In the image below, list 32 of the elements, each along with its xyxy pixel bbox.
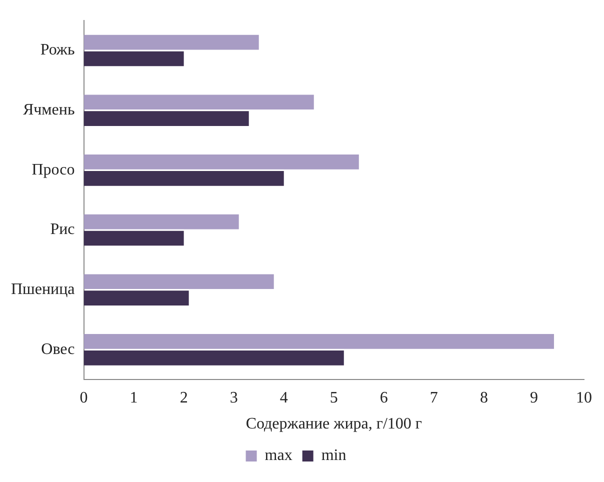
- x-tick-label: 8: [480, 389, 488, 406]
- y-tick-label: Рожь: [40, 42, 75, 59]
- x-tick-label: 4: [280, 389, 288, 406]
- x-tick-label: 9: [530, 389, 538, 406]
- bar: [84, 34, 259, 50]
- y-tick-label: Ячмень: [22, 102, 75, 119]
- x-tick-label: 0: [80, 389, 88, 406]
- y-tick-label: Овес: [41, 340, 75, 358]
- bar: [84, 334, 554, 349]
- x-axis-title: Содержание жира, г/100 г: [246, 416, 422, 433]
- bar: [84, 290, 189, 306]
- bar: [84, 154, 359, 170]
- bar: [84, 94, 314, 110]
- y-tick-label: Пшеница: [11, 281, 75, 298]
- bar: [84, 171, 284, 186]
- x-tick-label: 6: [380, 389, 388, 406]
- x-tick-label: 3: [230, 389, 238, 406]
- bar: [84, 230, 184, 246]
- x-tick-label: 10: [576, 389, 592, 406]
- legend-label: min: [321, 447, 346, 464]
- bar: [84, 111, 249, 126]
- x-tick-label: 5: [330, 389, 338, 406]
- y-tick-label: Рис: [50, 221, 75, 238]
- bar: [84, 51, 184, 66]
- bar: [84, 214, 239, 230]
- x-tick-label: 1: [130, 389, 138, 406]
- legend-label: max: [264, 447, 292, 464]
- x-tick-label: 7: [430, 389, 438, 406]
- y-tick-label: Просо: [32, 161, 75, 178]
- bar: [84, 350, 344, 366]
- x-tick-label: 2: [180, 389, 188, 406]
- bar: [84, 274, 274, 290]
